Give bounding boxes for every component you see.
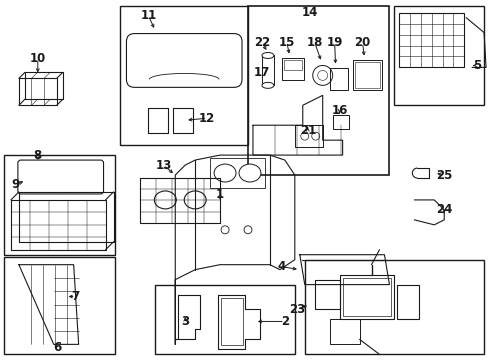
FancyBboxPatch shape <box>18 160 103 194</box>
Text: 15: 15 <box>278 36 294 49</box>
Ellipse shape <box>262 82 273 88</box>
Bar <box>262 55 273 85</box>
Bar <box>339 275 394 319</box>
Text: 4: 4 <box>277 260 285 273</box>
Text: 2: 2 <box>280 315 288 328</box>
Text: 19: 19 <box>326 36 342 49</box>
Text: 17: 17 <box>253 66 269 79</box>
Text: 21: 21 <box>299 124 315 137</box>
Bar <box>352 60 382 90</box>
Text: 9: 9 <box>12 179 20 192</box>
Text: 25: 25 <box>435 168 451 181</box>
Text: 1: 1 <box>216 188 224 202</box>
Text: 3: 3 <box>181 315 189 328</box>
Bar <box>120 6 247 145</box>
Text: 24: 24 <box>435 203 451 216</box>
Ellipse shape <box>312 66 332 85</box>
Text: 6: 6 <box>54 341 61 354</box>
Text: 5: 5 <box>472 59 480 72</box>
Bar <box>304 260 483 354</box>
Bar <box>329 319 359 345</box>
Ellipse shape <box>239 164 261 182</box>
Text: 7: 7 <box>71 290 80 303</box>
Text: 22: 22 <box>253 36 269 49</box>
Bar <box>221 298 243 345</box>
Bar <box>283 60 301 71</box>
Bar <box>399 13 463 67</box>
Bar <box>210 158 264 188</box>
Bar <box>4 257 115 354</box>
Ellipse shape <box>214 164 236 182</box>
Ellipse shape <box>221 226 228 234</box>
Ellipse shape <box>262 53 273 58</box>
Text: 18: 18 <box>306 36 322 49</box>
Ellipse shape <box>154 191 176 209</box>
Text: 23: 23 <box>288 303 305 316</box>
Bar <box>281 58 303 80</box>
Text: 14: 14 <box>301 6 317 19</box>
Bar <box>247 6 388 175</box>
Text: 12: 12 <box>199 112 215 125</box>
Text: 13: 13 <box>155 158 171 172</box>
Ellipse shape <box>317 71 327 80</box>
Text: 20: 20 <box>354 36 370 49</box>
Bar <box>394 6 483 105</box>
Bar <box>342 278 390 316</box>
Ellipse shape <box>300 132 308 140</box>
Bar <box>294 125 322 147</box>
Text: 16: 16 <box>331 104 347 117</box>
Bar <box>332 115 348 129</box>
FancyBboxPatch shape <box>126 33 242 87</box>
Bar <box>155 285 294 354</box>
Text: 11: 11 <box>140 9 156 22</box>
Bar <box>329 68 347 90</box>
Bar <box>354 62 380 88</box>
Ellipse shape <box>244 226 251 234</box>
Ellipse shape <box>311 132 319 140</box>
Text: 10: 10 <box>30 52 46 65</box>
Text: 8: 8 <box>34 149 42 162</box>
Bar <box>4 155 115 255</box>
Ellipse shape <box>184 191 206 209</box>
